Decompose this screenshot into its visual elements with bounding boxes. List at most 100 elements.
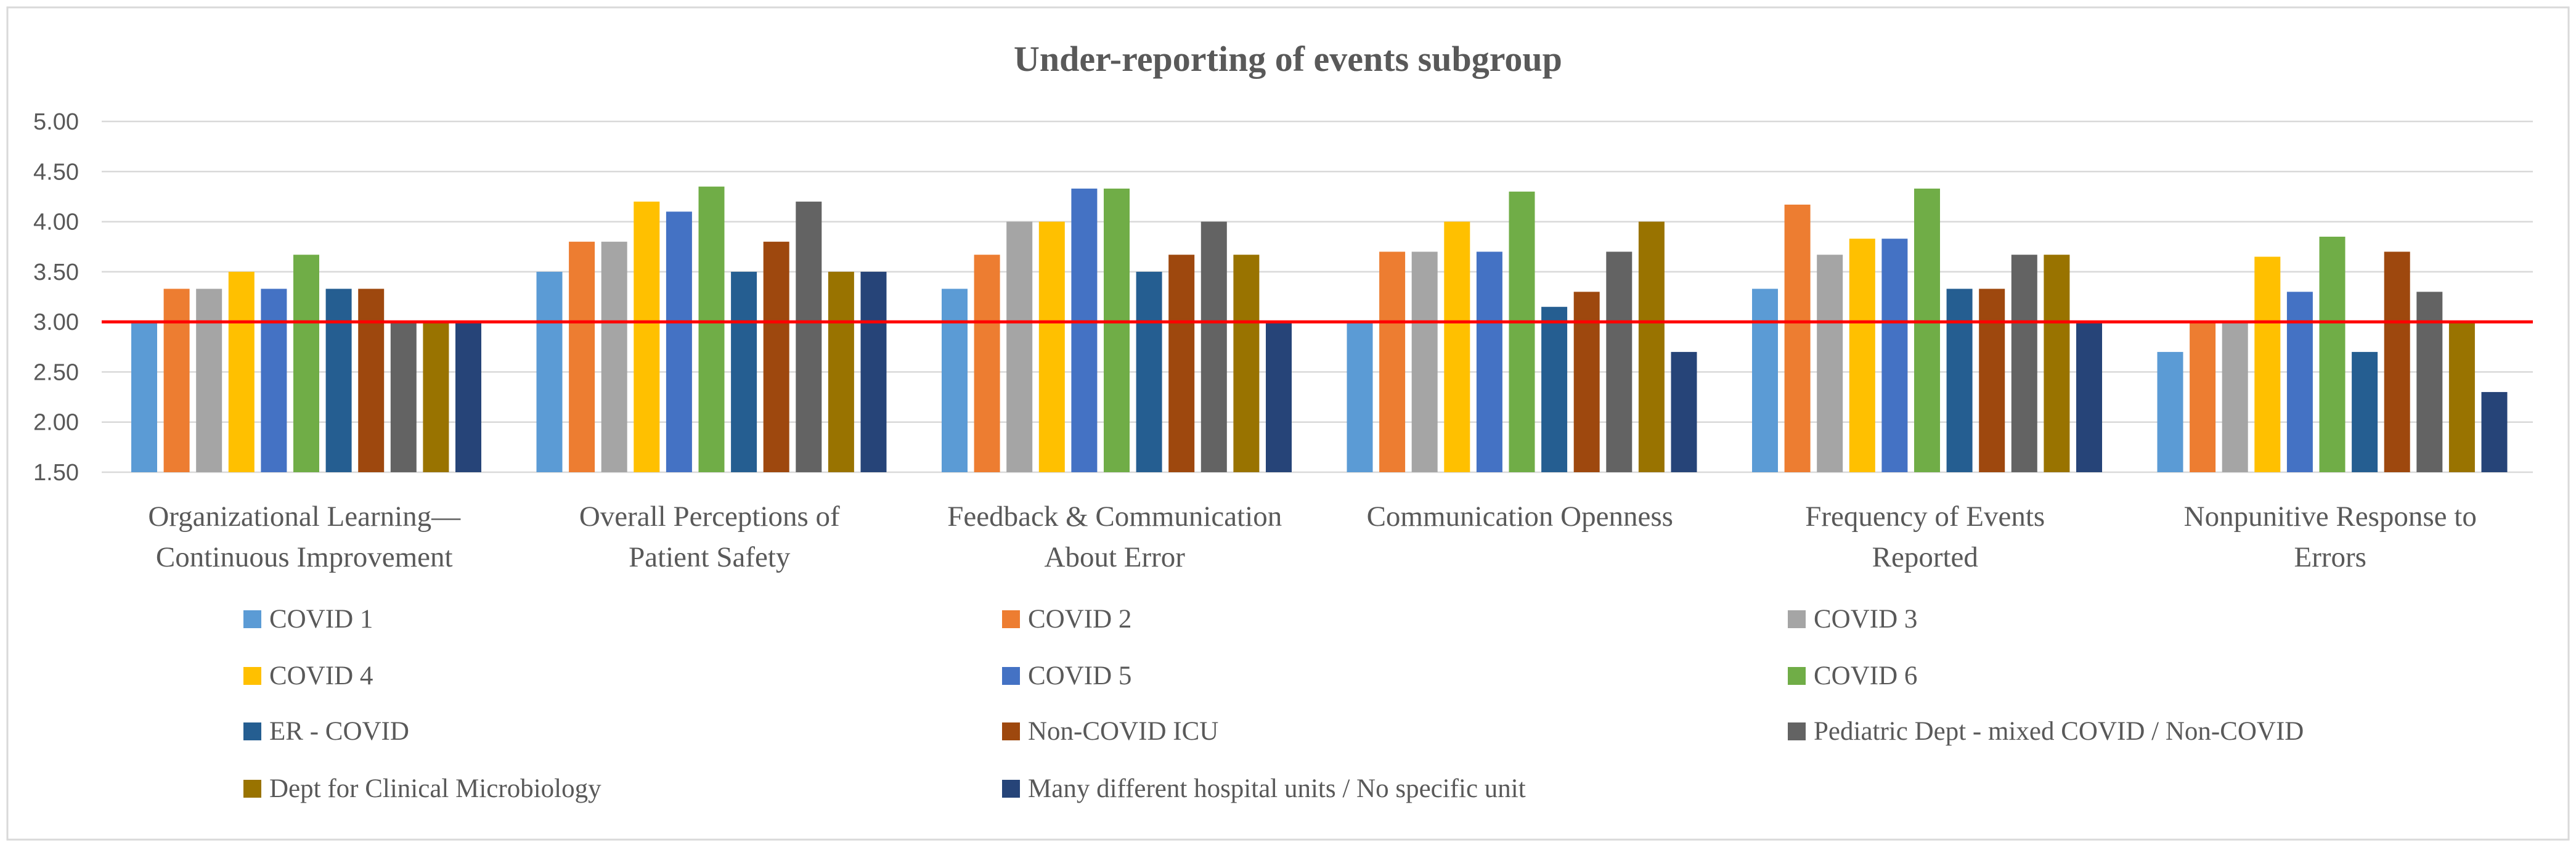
- bar: [1379, 252, 1406, 472]
- y-tick-label: 3.50: [33, 260, 79, 285]
- bar: [2157, 351, 2183, 472]
- bar: [1347, 322, 1373, 472]
- legend-label: COVID 3: [1814, 605, 1917, 634]
- x-category-label: Organizational Learning— Continuous Impro…: [148, 501, 461, 573]
- bar: [1784, 204, 1811, 472]
- legend-label: Many different hospital units / No speci…: [1028, 774, 1526, 803]
- legend-label: COVID 6: [1814, 661, 1917, 690]
- legend-swatch: [243, 780, 261, 798]
- bar: [1200, 221, 1227, 472]
- legend-swatch: [1002, 780, 1020, 798]
- bar: [2254, 256, 2281, 472]
- y-tick-label: 2.00: [33, 410, 79, 436]
- bar: [569, 242, 595, 472]
- bar: [1509, 191, 1535, 472]
- gridlines: [102, 120, 2533, 473]
- bar: [1752, 288, 1778, 472]
- bar: [1573, 292, 1600, 472]
- bar: [1638, 221, 1665, 472]
- bar: [666, 211, 692, 472]
- legend-swatch: [243, 722, 261, 740]
- bar: [196, 288, 222, 472]
- bar: [2190, 322, 2216, 472]
- bar: [2481, 391, 2508, 472]
- y-tick-label: 3.00: [33, 309, 79, 335]
- y-tick-label: 1.50: [33, 460, 79, 486]
- legend-swatch: [1002, 667, 1020, 685]
- bar: [390, 322, 417, 472]
- x-category-label: Overall Perceptions of Patient Safety: [579, 501, 840, 573]
- bar: [698, 186, 725, 472]
- bar: [1168, 255, 1195, 472]
- bar: [763, 242, 789, 472]
- bar: [2384, 252, 2410, 472]
- x-category-label: Frequency of Events Reported: [1805, 501, 2045, 573]
- bar: [163, 288, 190, 472]
- bar: [455, 322, 481, 472]
- legend-label: COVID 4: [269, 661, 373, 690]
- y-tick-label: 2.50: [33, 359, 79, 385]
- bar: [2448, 322, 2475, 472]
- legend-swatch: [1788, 722, 1806, 740]
- bar: [1541, 306, 1568, 472]
- bar: [1476, 252, 1502, 472]
- bar: [1881, 239, 1908, 472]
- bar: [942, 288, 968, 472]
- x-axis-categories: Organizational Learning— Continuous Impro…: [148, 501, 2477, 573]
- legend-label: Pediatric Dept - mixed COVID / Non-COVID: [1814, 717, 2304, 746]
- bar: [1104, 188, 1130, 472]
- x-category-label: Feedback & Communication About Error: [947, 501, 1282, 573]
- bar: [1914, 188, 1940, 472]
- bar: [1266, 322, 1292, 472]
- bar: [601, 242, 627, 472]
- bar: [860, 271, 887, 472]
- bar: [828, 271, 854, 472]
- bar: [1946, 288, 1973, 472]
- bar: [2352, 351, 2378, 472]
- legend-label: COVID 1: [269, 605, 373, 634]
- bar: [1817, 255, 1843, 472]
- bar: [974, 255, 1000, 472]
- bar: [536, 271, 563, 472]
- bar: [1233, 255, 1260, 472]
- bar: [2319, 236, 2346, 472]
- y-tick-label: 5.00: [33, 109, 79, 135]
- legend-swatch: [243, 667, 261, 685]
- legend-label: COVID 2: [1028, 605, 1131, 634]
- bar: [325, 288, 352, 472]
- bar: [2044, 255, 2070, 472]
- bar: [634, 202, 660, 472]
- legend-label: ER - COVID: [269, 717, 409, 746]
- legend-swatch: [1002, 722, 1020, 740]
- bar: [1136, 271, 1162, 472]
- bar: [1979, 288, 2005, 472]
- bar: [1849, 239, 1875, 472]
- legend-swatch: [1002, 610, 1020, 628]
- legend-label: Non-COVID ICU: [1028, 717, 1218, 746]
- x-category-label: Communication Openness: [1367, 501, 1673, 533]
- legend-swatch: [243, 610, 261, 628]
- legend-swatch: [1788, 610, 1806, 628]
- y-axis-ticks: 1.50 2.00 2.50 3.00 3.50 4.00 4.50 5.00: [33, 109, 79, 486]
- bar: [2222, 322, 2248, 472]
- legend-swatch: [1788, 667, 1806, 685]
- bar: [228, 271, 255, 472]
- legend-label: COVID 5: [1028, 661, 1131, 690]
- legend-label: Dept for Clinical Microbiology: [269, 774, 601, 803]
- bar: [731, 271, 757, 472]
- bar: [1071, 188, 1098, 472]
- bar: [1671, 351, 1697, 472]
- bar: [1411, 252, 1438, 472]
- y-tick-label: 4.00: [33, 210, 79, 235]
- bar: [1038, 221, 1065, 472]
- chart-title: Under-reporting of events subgroup: [1014, 39, 1562, 79]
- legend: COVID 1 COVID 2 COVID 3 COVID 4 COVID 5 COVID…: [243, 605, 2304, 803]
- bar: [1006, 221, 1033, 472]
- y-tick-label: 4.50: [33, 159, 79, 185]
- bar: [1444, 221, 1470, 472]
- bar: [1606, 252, 1632, 472]
- bar: [796, 202, 822, 472]
- bar: [2416, 292, 2443, 472]
- bar: [261, 288, 287, 472]
